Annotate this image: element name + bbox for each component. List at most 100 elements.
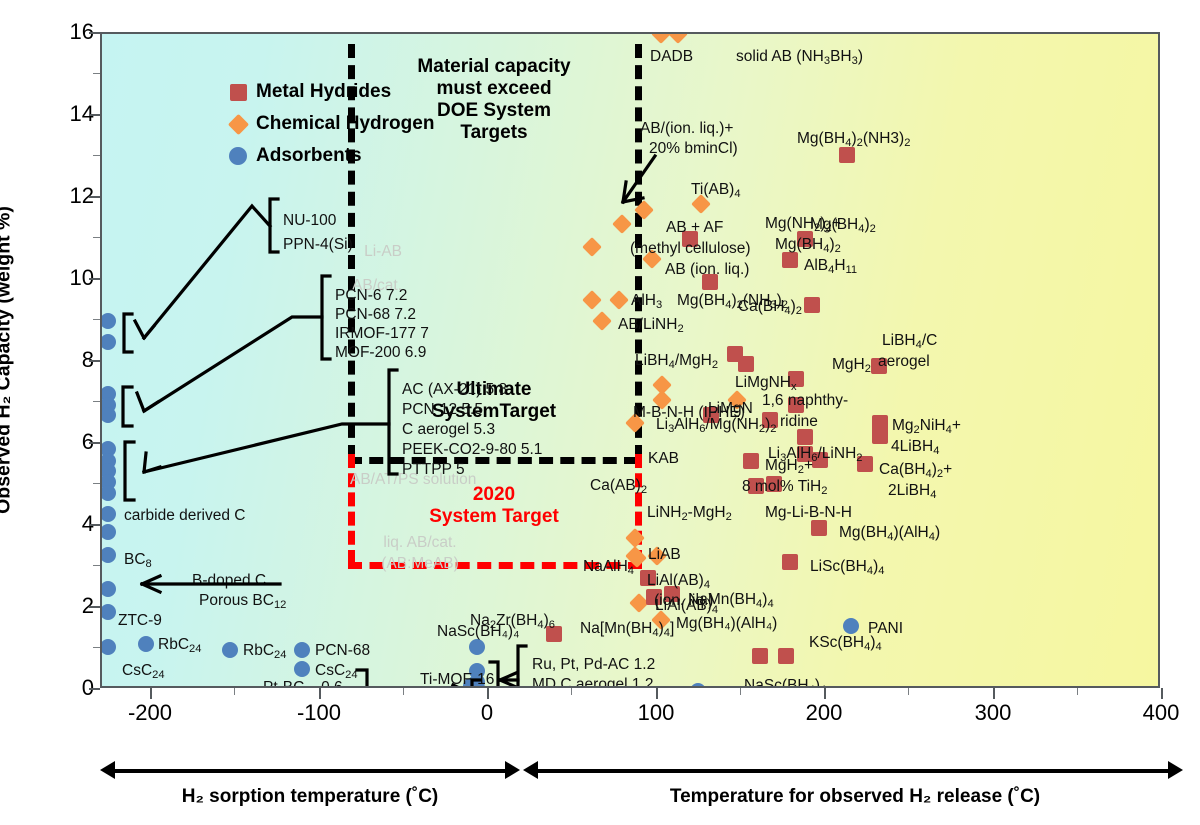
label-liq-ab-cat-2: (AB:MeAB) <box>381 555 459 572</box>
annot-group2-line4: MOF-200 6.9 <box>335 344 427 361</box>
label-lial-ab4: LiAl(AB)4 <box>655 597 719 616</box>
label-ab-af-1: AB + AF <box>666 219 724 236</box>
point-mg-bh4-2-nh3-2[interactable] <box>702 274 718 290</box>
point-nasc-bh4-4[interactable] <box>752 648 768 664</box>
annot-group3-line5: PTTPP 5 <box>402 461 465 478</box>
point-b-doped-c[interactable] <box>102 581 116 597</box>
annot-group3-line2: PCN-12 5.5 <box>402 401 483 418</box>
label-ab-cat: AB/cat. <box>352 277 402 294</box>
point-ca-bh4-2[interactable] <box>804 297 820 313</box>
point-ab-cat[interactable] <box>582 290 602 310</box>
y-tick-8: 8 <box>81 347 94 372</box>
point-mg-bh4-2[interactable] <box>797 231 813 247</box>
label-mof-74: ZTC-9 <box>118 612 162 629</box>
point-mg2nih4-a[interactable] <box>872 415 888 431</box>
arrowhead-group1 <box>132 318 157 341</box>
point-mgh2-plus-tih2[interactable] <box>812 452 828 468</box>
point-mg-bh4-alh4[interactable] <box>811 520 827 536</box>
label-lial-ab4-ionliq-1: LiAl(AB)4 <box>647 572 711 591</box>
point-namn-bh4-4[interactable] <box>664 586 680 602</box>
label-mgh2-tih2-1: MgH2+ <box>765 457 814 476</box>
legend-item-adsorbents[interactable]: Adsorbents <box>227 140 434 172</box>
label-ca-bh4-2libh4-2: 2LiBH4 <box>888 482 937 501</box>
point-mg2nih4-b[interactable] <box>872 428 888 444</box>
label-ztc-9: Ti-MOF-16 <box>420 671 495 688</box>
point-li3alh6-linh2-b[interactable] <box>797 446 813 462</box>
y-tick-6: 6 <box>81 429 94 454</box>
bracket-group1-points <box>122 312 134 354</box>
x-tick-m200: -200 <box>127 700 173 725</box>
point-rbc24-a[interactable] <box>138 636 154 652</box>
point-porous-bc12[interactable] <box>102 604 116 620</box>
point-mg-li-b-n-h[interactable] <box>766 476 782 492</box>
annot-group2-line2: PCN-68 7.2 <box>335 306 416 323</box>
point-alh3[interactable] <box>609 290 629 310</box>
label-ab-linh2: AB/LiNH2 <box>618 316 684 335</box>
point-libh4-c-aerogel[interactable] <box>871 358 887 374</box>
label-ca-bh4-2libh4-1: Ca(BH4)2+ <box>879 461 953 480</box>
point-pani-left[interactable] <box>690 683 706 686</box>
point-pttpp[interactable] <box>102 485 116 501</box>
point-ppn-4-si[interactable] <box>102 334 116 350</box>
point-irmof-177[interactable] <box>102 407 116 423</box>
label-ab-af-2: (methyl cellulose) <box>630 240 751 257</box>
point-carbide-derived-c[interactable] <box>102 524 116 540</box>
label-rbc24-b: RbC24 <box>243 642 287 661</box>
point-ab-linh2[interactable] <box>592 311 612 331</box>
point-li3alh6-linh2-a[interactable] <box>797 429 813 445</box>
label-mg-li-b-n-h: Mg-Li-B-N-H <box>765 504 852 521</box>
legend-item-metal-hydrides[interactable]: Metal Hydrides <box>227 76 434 108</box>
label-mg2nih4-2: 4LiBH4 <box>891 438 940 457</box>
label-dadb: DADB <box>650 48 694 65</box>
point-limgnhx[interactable] <box>738 356 754 372</box>
annot-group3-line1: AC (AX-21) 5.8 <box>402 381 508 398</box>
point-limgn[interactable] <box>703 407 719 423</box>
point-nu-100[interactable] <box>102 313 116 329</box>
label-mg2nih4-1: Mg2NiH4+ <box>892 417 961 436</box>
point-li-ab[interactable] <box>582 237 602 257</box>
leader-group1 <box>141 203 273 341</box>
annot-group3-line3: C aerogel 5.3 <box>402 421 496 438</box>
point-mg-bh4-2-nh3-2-right[interactable] <box>839 147 855 163</box>
point-solid-ab[interactable] <box>668 34 688 44</box>
point-pani-right[interactable] <box>843 618 859 634</box>
label-pcn-68: PCN-68 <box>315 642 371 659</box>
point-bc8[interactable] <box>102 547 116 563</box>
point-mgh2-b[interactable] <box>788 397 804 413</box>
label-alh3: AlH3 <box>631 292 663 311</box>
point-lisc-bh4-4[interactable] <box>782 554 798 570</box>
y-tick-12: 12 <box>69 183 94 208</box>
point-csc24-b[interactable] <box>294 661 310 677</box>
point-li3alh6-mg-nh2-2[interactable] <box>762 412 778 428</box>
legend-item-chemical-hydrogen[interactable]: Chemical Hydrogen <box>227 108 434 140</box>
legend-label-1: Chemical Hydrogen <box>256 113 435 134</box>
point-pcn-68[interactable] <box>294 642 310 658</box>
point-alb4h11[interactable] <box>782 252 798 268</box>
annot-group2-line3: IRMOF-177 7 <box>335 325 429 342</box>
point-na-mn-bh4-4[interactable] <box>646 589 662 605</box>
point-ab-ionliq-bmincl[interactable] <box>612 214 632 234</box>
y-tick-16: 16 <box>69 19 94 44</box>
y-tick-10: 10 <box>69 265 94 290</box>
label-ab-ionliq-bmincl-2: 20% bminCl) <box>649 140 738 157</box>
label-mg-bh4-2-nh3-2: Mg(BH4)2(NH3)2 <box>677 292 789 311</box>
point-mg-nh2-2-mg-bh4-2[interactable] <box>682 231 698 247</box>
x-tick-200: 200 <box>805 700 843 725</box>
point-ca-bh4-2-2libh4[interactable] <box>857 456 873 472</box>
point-rbc24-b[interactable] <box>222 642 238 658</box>
point-mgh2-a[interactable] <box>788 371 804 387</box>
point-csc24-a[interactable] <box>102 639 116 655</box>
x-axis-ticks: -200 -100 0 100 200 300 400 <box>0 688 1200 748</box>
point-ti-mof-16[interactable] <box>469 639 485 655</box>
point-linh2-mgh2[interactable] <box>748 478 764 494</box>
point-ksc-bh4-4[interactable] <box>778 648 794 664</box>
point-pfettpp[interactable] <box>102 506 116 522</box>
diamond-icon <box>227 113 249 135</box>
point-na2zr-bh4-6[interactable] <box>546 626 562 642</box>
annot-group2-line1: PCN-6 7.2 <box>335 287 408 304</box>
label-naphthy-1: 1,6 naphthy- <box>762 392 849 409</box>
ultimate-system-target-label: Ultimate SystemTarget <box>431 379 557 423</box>
point-naalh4[interactable] <box>640 570 656 586</box>
point-mgh2-tih2[interactable] <box>743 453 759 469</box>
label-mg-nh2-2-1: Mg(NH2)2+ <box>765 215 841 234</box>
